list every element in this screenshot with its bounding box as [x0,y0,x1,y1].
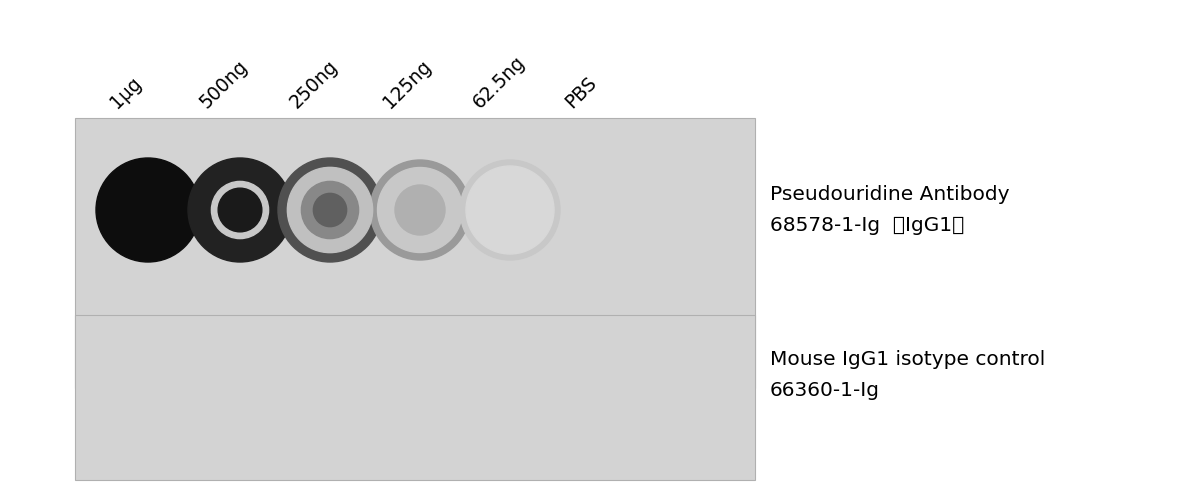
Circle shape [395,185,445,235]
Circle shape [211,182,269,238]
Text: 1μg: 1μg [107,74,145,112]
Circle shape [218,188,262,232]
Circle shape [370,160,470,260]
Text: Mouse IgG1 isotype control
66360-1-Ig: Mouse IgG1 isotype control 66360-1-Ig [770,350,1045,400]
Text: PBS: PBS [562,73,600,112]
Circle shape [313,194,347,226]
Text: 125ng: 125ng [379,56,434,112]
Text: 62.5ng: 62.5ng [469,52,529,112]
Circle shape [466,166,554,254]
Bar [74,118,755,388]
Circle shape [96,158,200,262]
Circle shape [188,158,292,262]
Circle shape [460,160,560,260]
Circle shape [287,168,373,252]
Text: 500ng: 500ng [197,56,252,112]
Text: Pseudouridine Antibody
68578-1-Ig  （IgG1）: Pseudouridine Antibody 68578-1-Ig （IgG1） [770,185,1009,235]
Text: 250ng: 250ng [287,56,342,112]
Circle shape [301,182,359,238]
Circle shape [278,158,382,262]
Circle shape [378,168,462,252]
Bar [74,315,755,480]
